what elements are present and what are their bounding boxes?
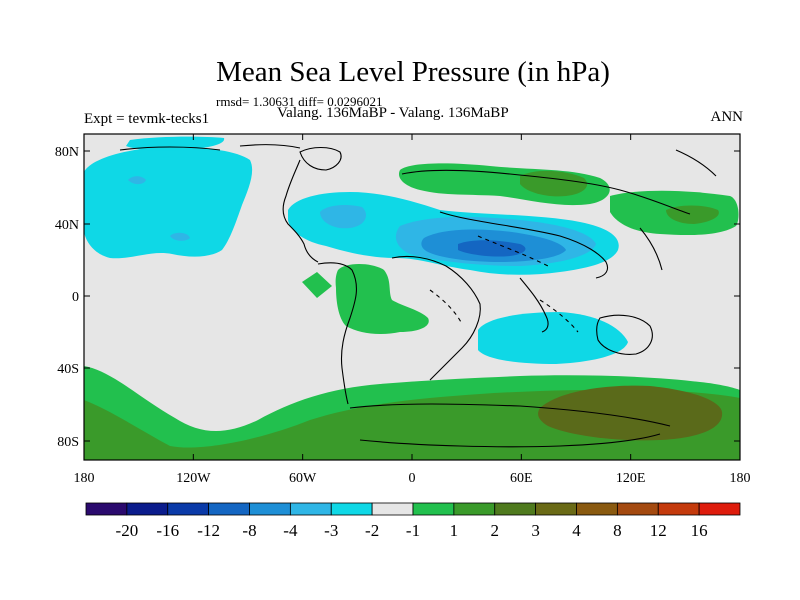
plot-title: Mean Sea Level Pressure (in hPa) [216, 56, 610, 88]
colorbar-label: -2 [365, 521, 379, 540]
colorbar-swatch [126, 502, 169, 516]
colorbar-swatch [249, 502, 291, 516]
coast-eurasia [401, 169, 691, 279]
colorbar-swatch [330, 502, 373, 516]
north-pacific-core-b [170, 232, 190, 241]
lon-tick-label: 120E [616, 471, 646, 486]
colorbar-labels: -20 -16 -12 -8 -4 -3 -2 -1 1 2 3 4 8 12 16 [116, 521, 708, 540]
pressure-field [84, 134, 740, 460]
coastlines [119, 144, 717, 448]
season-label: ANN [710, 109, 744, 125]
coast-antarctica [349, 403, 671, 448]
colorbar-label: 16 [691, 521, 708, 540]
experiment-label: Expt = tevmk-tecks1 [84, 111, 210, 127]
coast-dashed-seaway [429, 235, 579, 333]
colorbar-swatch [698, 502, 741, 516]
comparison-subtitle: Valang. 136MaBP - Valang. 136MaBP [277, 105, 509, 121]
colorbar-label: 8 [613, 521, 622, 540]
central-negative-inner-a [320, 204, 366, 229]
colorbar-swatch [494, 502, 537, 516]
lat-tick-label: 80S [57, 435, 79, 450]
lat-tick-label: 40N [55, 218, 79, 233]
lon-tick-label: 120W [176, 471, 211, 486]
south-atlantic-positive [335, 264, 429, 334]
lat-tick-label: 0 [72, 290, 79, 305]
colorbar-label: 1 [450, 521, 459, 540]
coast-africa [391, 255, 481, 381]
equatorial-positive-patch [302, 272, 332, 298]
colorbar-swatch [289, 502, 332, 516]
lat-tick-label: 40S [57, 362, 79, 377]
colorbar-swatch [576, 502, 618, 516]
colorbar-label: -12 [197, 521, 220, 540]
colorbar-swatch [208, 502, 250, 516]
colorbar-label: 12 [650, 521, 667, 540]
colorbar-swatch [616, 502, 659, 516]
coast-australia [596, 314, 653, 355]
colorbar-label: -20 [116, 521, 139, 540]
colorbar-label: 2 [491, 521, 500, 540]
lon-tick-label: 180 [74, 471, 95, 486]
colorbar-swatch [453, 502, 496, 516]
colorbar-label: -1 [406, 521, 420, 540]
lon-tick-label: 180 [730, 471, 751, 486]
colorbar-label: 4 [572, 521, 581, 540]
coast-north-america [282, 159, 319, 263]
axis-ticks [83, 134, 741, 460]
south-indian-negative [478, 312, 628, 364]
coast-arctic [119, 144, 301, 151]
lon-tick-label: 0 [409, 471, 416, 486]
stats-text: rmsd= 1.30631 diff= 0.0296021 [216, 94, 383, 109]
colorbar-label: -4 [283, 521, 298, 540]
colorbar-swatch [371, 502, 414, 516]
latitude-axis-labels: 80N 40N 0 40S 80S [55, 145, 79, 450]
longitude-axis-labels: 180 120W 60W 0 60E 120E 180 [74, 471, 751, 486]
lon-tick-label: 60W [289, 471, 317, 486]
colorbar-label: -8 [242, 521, 256, 540]
coast-east-asia [639, 149, 717, 271]
central-negative-core-b [458, 240, 526, 257]
lon-tick-label: 60E [510, 471, 533, 486]
coast-india [519, 277, 549, 333]
colorbar-swatch [85, 502, 128, 516]
colorbar-label: -16 [156, 521, 179, 540]
colorbar-swatch [167, 502, 210, 516]
colorbar-swatch [657, 502, 700, 516]
coast-south-america [317, 262, 358, 405]
coast-greenland [299, 146, 342, 171]
colorbar-swatch [535, 502, 577, 516]
colorbar [85, 502, 741, 516]
colorbar-swatch [412, 502, 455, 516]
lat-tick-label: 80N [55, 145, 79, 160]
colorbar-label: -3 [324, 521, 338, 540]
north-pacific-negative [84, 146, 253, 259]
colorbar-label: 3 [531, 521, 540, 540]
southern-dark-core [538, 385, 723, 441]
north-pacific-core-a [128, 176, 146, 185]
